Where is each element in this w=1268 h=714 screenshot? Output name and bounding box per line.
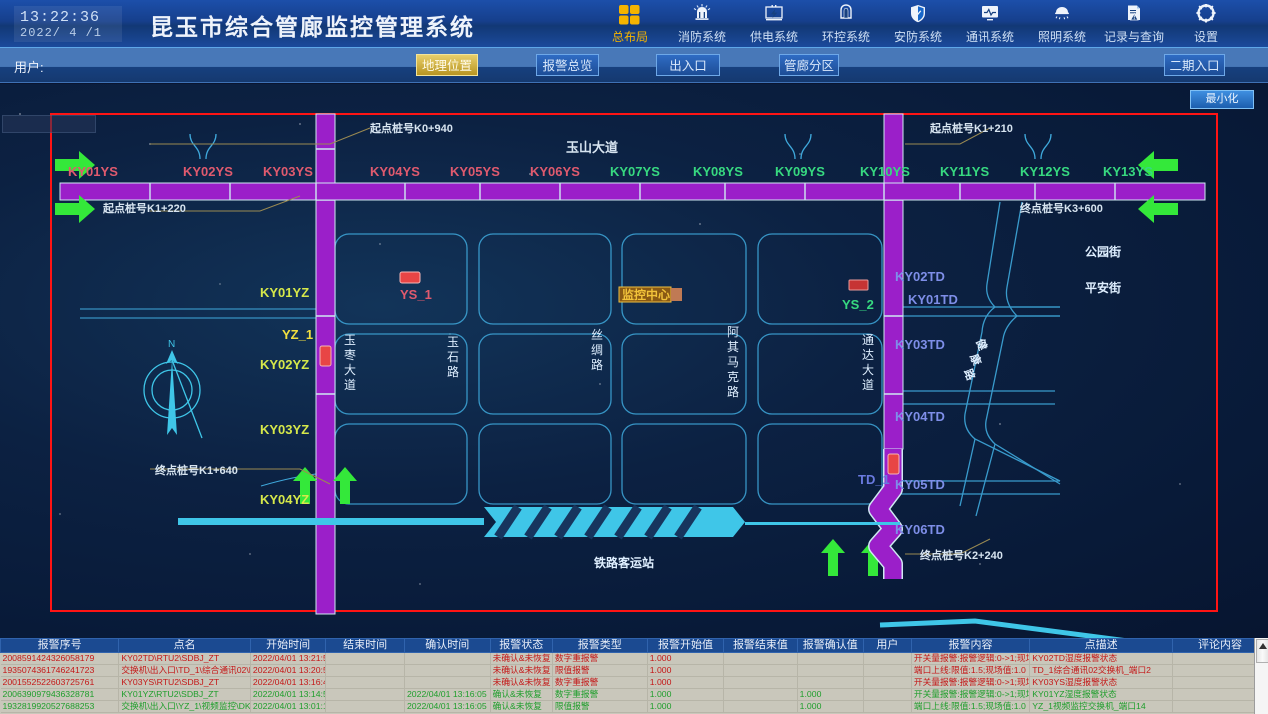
svg-text:KY01YS: KY01YS — [68, 164, 118, 179]
svg-text:KY10YS: KY10YS — [860, 164, 910, 179]
svg-text:KY04YZ: KY04YZ — [260, 492, 309, 507]
svg-text:达: 达 — [862, 348, 874, 362]
svg-text:阿: 阿 — [727, 325, 739, 339]
svg-text:KY04TD: KY04TD — [895, 409, 945, 424]
svg-text:玉: 玉 — [344, 333, 356, 347]
svg-text:KY03YZ: KY03YZ — [260, 422, 309, 437]
svg-text:大: 大 — [344, 363, 356, 377]
svg-text:枣: 枣 — [344, 348, 356, 362]
svg-text:KY01YZ: KY01YZ — [260, 285, 309, 300]
svg-text:KY08YS: KY08YS — [693, 164, 743, 179]
svg-text:KY06YS: KY06YS — [530, 164, 580, 179]
svg-text:康: 康 — [967, 352, 984, 368]
svg-text:终点桩号K2+240: 终点桩号K2+240 — [920, 548, 1003, 562]
svg-text:铁路客运站: 铁路客运站 — [594, 555, 654, 570]
svg-text:YZ_1: YZ_1 — [282, 327, 313, 342]
svg-text:KY03TD: KY03TD — [895, 337, 945, 352]
svg-text:KY11YS: KY11YS — [940, 164, 989, 179]
svg-text:健: 健 — [973, 337, 990, 353]
svg-text:玉山大道: 玉山大道 — [566, 140, 618, 155]
svg-text:道: 道 — [862, 378, 874, 392]
svg-text:路: 路 — [447, 364, 459, 379]
svg-text:KY07YS: KY07YS — [610, 164, 660, 179]
svg-text:道: 道 — [344, 378, 356, 392]
svg-text:绸: 绸 — [591, 343, 603, 357]
svg-text:KY01TD: KY01TD — [908, 292, 958, 307]
svg-text:起点桩号K1+220: 起点桩号K1+220 — [102, 201, 186, 215]
svg-text:丝: 丝 — [591, 328, 603, 342]
svg-text:KY05YS: KY05YS — [450, 164, 500, 179]
svg-text:石: 石 — [447, 350, 459, 364]
svg-text:KY05TD: KY05TD — [895, 477, 945, 492]
svg-text:N: N — [168, 339, 175, 350]
svg-text:路: 路 — [961, 367, 978, 383]
svg-text:TD_1: TD_1 — [858, 472, 890, 487]
svg-text:KY04YS: KY04YS — [370, 164, 420, 179]
svg-text:KY03YS: KY03YS — [263, 164, 313, 179]
svg-text:起点桩号K0+940: 起点桩号K0+940 — [369, 121, 453, 135]
svg-text:其: 其 — [727, 340, 739, 354]
svg-text:KY02TD: KY02TD — [895, 269, 945, 284]
svg-text:克: 克 — [727, 370, 739, 384]
svg-text:KY02YS: KY02YS — [183, 164, 233, 179]
svg-text:通: 通 — [862, 333, 874, 347]
svg-text:KY02YZ: KY02YZ — [260, 357, 309, 372]
svg-text:KY06TD: KY06TD — [895, 522, 945, 537]
svg-text:大: 大 — [862, 363, 874, 377]
svg-text:平安街: 平安街 — [1085, 280, 1121, 295]
svg-text:KY12YS: KY12YS — [1020, 164, 1070, 179]
svg-text:路: 路 — [591, 357, 603, 372]
svg-text:监控中心: 监控中心 — [622, 287, 670, 302]
svg-text:玉: 玉 — [447, 335, 459, 349]
svg-text:YS_1: YS_1 — [400, 287, 432, 302]
svg-text:路: 路 — [727, 384, 739, 399]
svg-text:终点桩号K1+640: 终点桩号K1+640 — [155, 463, 238, 477]
svg-text:YS_2: YS_2 — [842, 297, 874, 312]
svg-text:公园街: 公园街 — [1085, 244, 1121, 259]
svg-text:KY13YS: KY13YS — [1103, 164, 1153, 179]
svg-text:起点桩号K1+210: 起点桩号K1+210 — [929, 121, 1013, 135]
svg-text:终点桩号K3+600: 终点桩号K3+600 — [1020, 201, 1103, 215]
svg-text:马: 马 — [727, 355, 739, 369]
svg-text:KY09YS: KY09YS — [775, 164, 825, 179]
